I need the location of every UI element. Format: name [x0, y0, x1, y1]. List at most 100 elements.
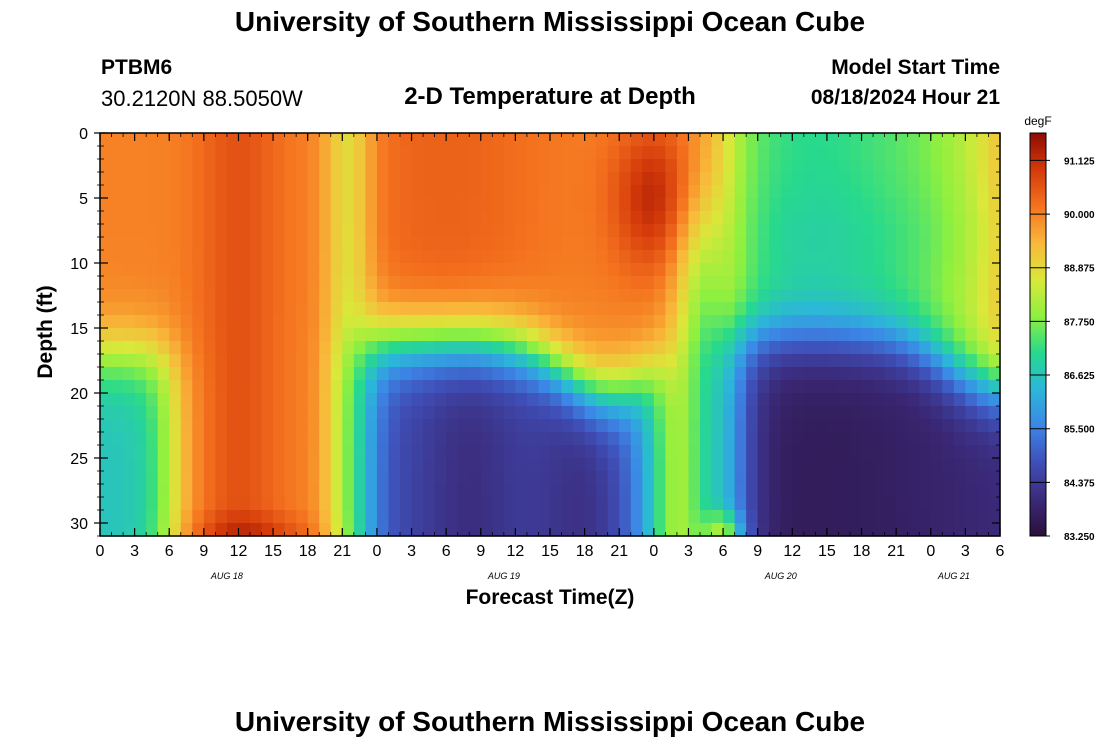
heatmap-cell	[503, 354, 516, 368]
heatmap-cell	[815, 250, 828, 264]
heatmap-cell	[769, 263, 782, 277]
heatmap-cell	[561, 302, 574, 316]
heatmap-cell	[676, 393, 690, 407]
heatmap-cell	[619, 393, 632, 407]
heatmap-cell	[723, 263, 736, 277]
heatmap-cell	[307, 211, 320, 225]
heatmap-cell	[873, 328, 886, 342]
heatmap-cell	[457, 471, 470, 485]
heatmap-cell	[688, 510, 701, 524]
heatmap-cell	[526, 432, 540, 446]
heatmap-cell	[769, 471, 782, 485]
heatmap-cell	[746, 354, 759, 368]
heatmap-cell	[815, 315, 828, 329]
heatmap-cell	[123, 276, 136, 290]
heatmap-cell	[676, 367, 690, 381]
heatmap-cell	[907, 393, 920, 407]
heatmap-cell	[353, 159, 366, 173]
heatmap-cell	[976, 289, 990, 303]
heatmap-cell	[953, 302, 966, 316]
heatmap-cell	[457, 523, 470, 537]
heatmap-cell	[734, 198, 747, 212]
heatmap-cell	[123, 497, 136, 511]
heatmap-cell	[526, 302, 540, 316]
heatmap-cell	[226, 302, 240, 316]
heatmap-cell	[907, 341, 920, 355]
model-start-time: 08/18/2024 Hour 21	[810, 86, 1000, 109]
heatmap-cell	[711, 432, 724, 446]
heatmap-cell	[469, 380, 482, 394]
heatmap-cell	[434, 289, 447, 303]
heatmap-cell	[619, 484, 632, 498]
heatmap-cell	[215, 471, 228, 485]
heatmap-cell	[561, 367, 574, 381]
heatmap-cell	[157, 523, 170, 537]
heatmap-cell	[873, 237, 886, 251]
heatmap-cell	[907, 380, 920, 394]
heatmap-cell	[376, 211, 390, 225]
heatmap-cell	[965, 523, 978, 537]
heatmap-cell	[238, 419, 251, 433]
heatmap-cell	[446, 380, 459, 394]
x-tick-label: 9	[753, 543, 762, 560]
heatmap-cell	[388, 133, 401, 147]
colorbar-tick-label: 86.625	[1064, 371, 1095, 382]
heatmap-cell	[307, 354, 320, 368]
heatmap-cell	[988, 198, 1001, 212]
heatmap-cell	[342, 354, 355, 368]
x-tick-label: 3	[407, 543, 416, 560]
heatmap-cell	[469, 445, 482, 459]
heatmap-cell	[953, 198, 966, 212]
heatmap-cell	[584, 328, 597, 342]
colorbar-tick-label: 90.000	[1064, 210, 1095, 221]
heatmap-cell	[873, 198, 886, 212]
heatmap-cell	[503, 315, 516, 329]
heatmap-cell	[630, 133, 643, 147]
heatmap-cell	[423, 211, 436, 225]
heatmap-cell	[134, 302, 147, 316]
heatmap-cell	[630, 224, 643, 238]
heatmap-cell	[976, 224, 990, 238]
heatmap-cell	[734, 172, 747, 186]
heatmap-cell	[746, 159, 759, 173]
heatmap-cell	[100, 354, 113, 368]
heatmap-cell	[688, 380, 701, 394]
heatmap-cell	[157, 328, 170, 342]
heatmap-cell	[584, 211, 597, 225]
heatmap-cell	[411, 458, 424, 472]
heatmap-cell	[942, 341, 955, 355]
heatmap-cell	[653, 289, 666, 303]
heatmap-cell	[919, 341, 932, 355]
heatmap-cell	[700, 211, 713, 225]
heatmap-cell	[146, 289, 159, 303]
heatmap-cell	[550, 237, 563, 251]
heatmap-cell	[457, 224, 470, 238]
heatmap-cell	[180, 133, 193, 147]
heatmap-cell	[665, 406, 678, 420]
heatmap-cell	[550, 198, 563, 212]
heatmap-cell	[596, 341, 609, 355]
heatmap-cell	[400, 484, 413, 498]
heatmap-cell	[100, 224, 113, 238]
heatmap-cell	[757, 458, 770, 472]
heatmap-cell	[111, 406, 124, 420]
heatmap-cell	[307, 445, 320, 459]
heatmap-cell	[965, 159, 978, 173]
heatmap-cell	[861, 185, 874, 199]
heatmap-cell	[157, 315, 170, 329]
heatmap-cell	[203, 289, 216, 303]
heatmap-cell	[538, 341, 551, 355]
heatmap-cell	[319, 172, 332, 186]
heatmap-cell	[100, 146, 113, 160]
heatmap-cell	[873, 406, 886, 420]
heatmap-cell	[203, 276, 216, 290]
heatmap-cell	[319, 185, 332, 199]
heatmap-cell	[538, 380, 551, 394]
heatmap-cell	[353, 510, 366, 524]
heatmap-cell	[111, 445, 124, 459]
heatmap-cell	[538, 276, 551, 290]
heatmap-cell	[746, 497, 759, 511]
heatmap-cell	[273, 250, 286, 264]
heatmap-cell	[700, 432, 713, 446]
heatmap-cell	[769, 458, 782, 472]
